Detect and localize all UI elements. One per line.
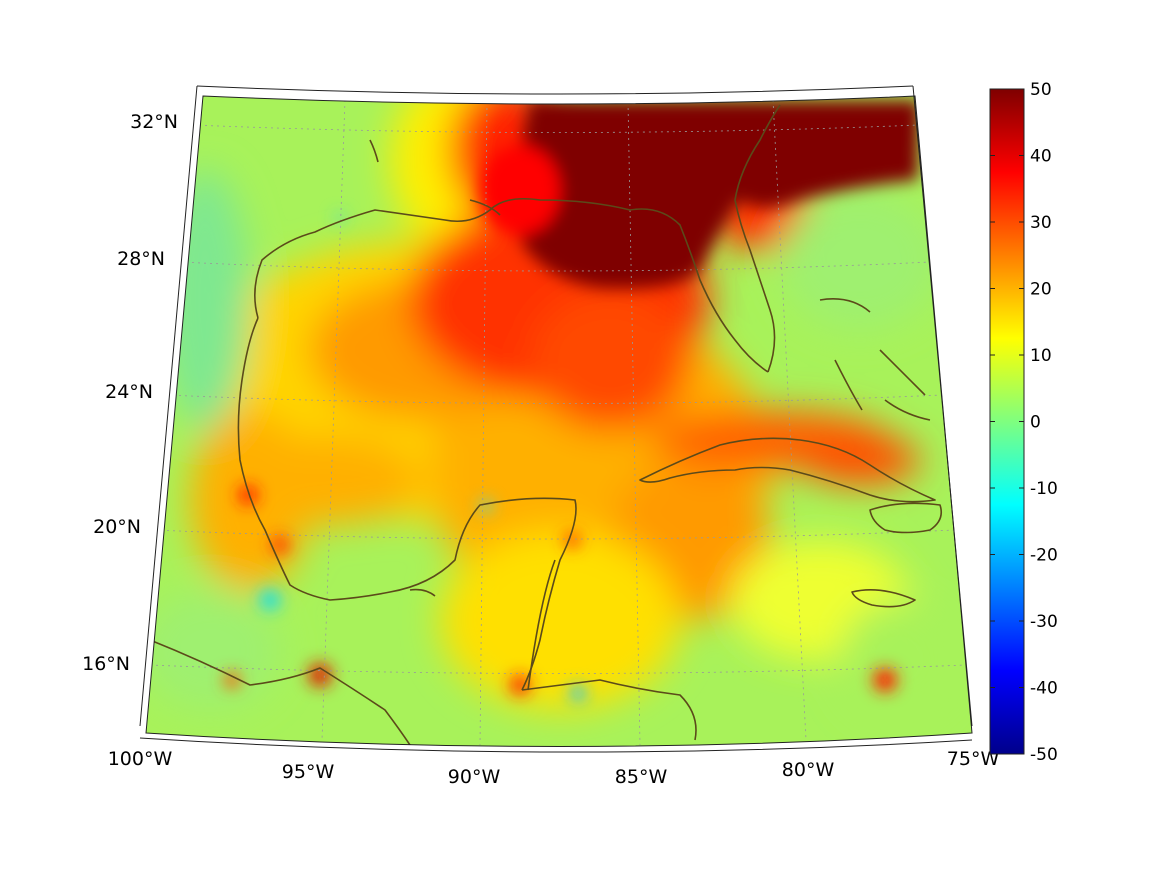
coastline <box>149 104 943 746</box>
lon-label-75: 75°W <box>947 748 1000 770</box>
colorbar-tick-label: -20 <box>1030 546 1058 566</box>
map-frame <box>145 95 973 747</box>
colorbar-ticks: 50 40 30 20 10 0 -10 -20 -30 -40 -50 <box>990 80 1058 765</box>
lat-label-24: 24°N <box>105 381 153 403</box>
data-field <box>146 96 972 747</box>
colorbar-tick-label: 10 <box>1030 346 1052 366</box>
colorbar-tick-label: 50 <box>1030 80 1052 100</box>
colorbar-tick-label: -10 <box>1030 479 1058 499</box>
longitude-labels: 100°W 95°W 90°W 85°W 80°W 75°W <box>108 748 1000 788</box>
lon-label-90: 90°W <box>448 766 501 788</box>
lon-label-85: 85°W <box>615 766 668 788</box>
lat-label-20: 20°N <box>93 516 141 538</box>
lon-label-100: 100°W <box>108 748 173 770</box>
colorbar-tick-label: 0 <box>1030 413 1041 433</box>
lat-label-32: 32°N <box>130 111 178 133</box>
colorbar-tick-label: 20 <box>1030 280 1052 300</box>
colorbar-tick-label: 30 <box>1030 213 1052 233</box>
latitude-labels: 32°N 28°N 24°N 20°N 16°N <box>82 111 178 675</box>
lon-label-95: 95°W <box>282 761 335 783</box>
colorbar: 50 40 30 20 10 0 -10 -20 -30 -40 -50 <box>989 80 1058 765</box>
lat-label-28: 28°N <box>117 248 165 270</box>
colorbar-tick-label: -40 <box>1030 679 1058 699</box>
colorbar-tick-label: -30 <box>1030 612 1058 632</box>
lat-label-16: 16°N <box>82 653 130 675</box>
colorbar-tick-label: -50 <box>1030 745 1058 765</box>
colorbar-gradient <box>989 88 1025 755</box>
lon-label-80: 80°W <box>782 759 835 781</box>
colorbar-tick-label: 40 <box>1030 147 1052 167</box>
